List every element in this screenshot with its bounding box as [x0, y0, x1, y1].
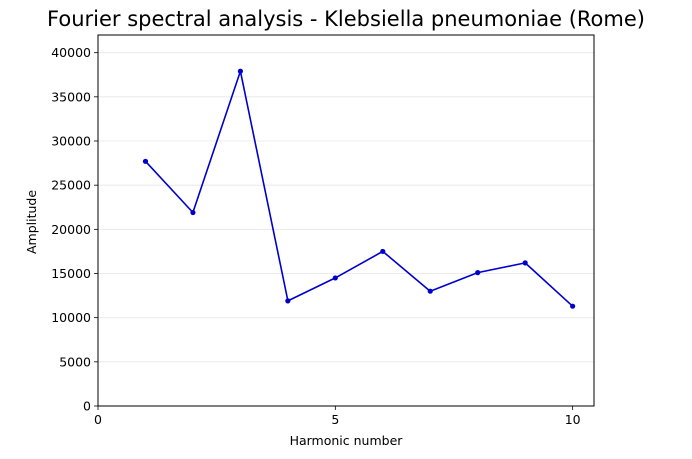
data-point: [332, 275, 338, 281]
y-tick-label: 15000: [51, 266, 91, 281]
x-axis-ticks: 0 5 10: [94, 406, 581, 427]
y-tick-label: 30000: [51, 134, 91, 149]
x-tick-label: 0: [94, 412, 102, 427]
data-point: [190, 209, 196, 216]
y-tick-label: 40000: [51, 45, 91, 60]
y-tick-label: 35000: [51, 89, 91, 104]
y-tick-label: 25000: [51, 178, 91, 193]
y-axis-ticks: 0 5000 10000 15000 20000 25000 30000 35000 40000: [51, 45, 98, 414]
data-point: [427, 288, 433, 294]
data-point: [142, 158, 149, 164]
data-point: [237, 68, 243, 74]
y-tick-label: 0: [83, 399, 91, 414]
data-point: [522, 260, 528, 266]
plot-frame: [97, 34, 595, 407]
data-point: [570, 303, 576, 309]
data-point: [380, 248, 386, 255]
y-tick-label: 10000: [51, 310, 91, 325]
x-tick-label: 10: [565, 412, 581, 427]
gridlines: [98, 52, 594, 407]
series-amplitude: [142, 68, 576, 309]
y-tick-label: 20000: [51, 222, 91, 237]
data-point: [285, 298, 291, 304]
series-line: [144, 70, 574, 307]
x-axis-label: Harmonic number: [290, 433, 404, 448]
x-tick-label: 5: [331, 412, 339, 427]
y-tick-label: 5000: [59, 354, 91, 369]
y-axis-label: Amplitude: [24, 190, 39, 254]
data-point: [475, 270, 481, 276]
chart-title: Fourier spectral analysis - Klebsiella p…: [47, 7, 645, 31]
